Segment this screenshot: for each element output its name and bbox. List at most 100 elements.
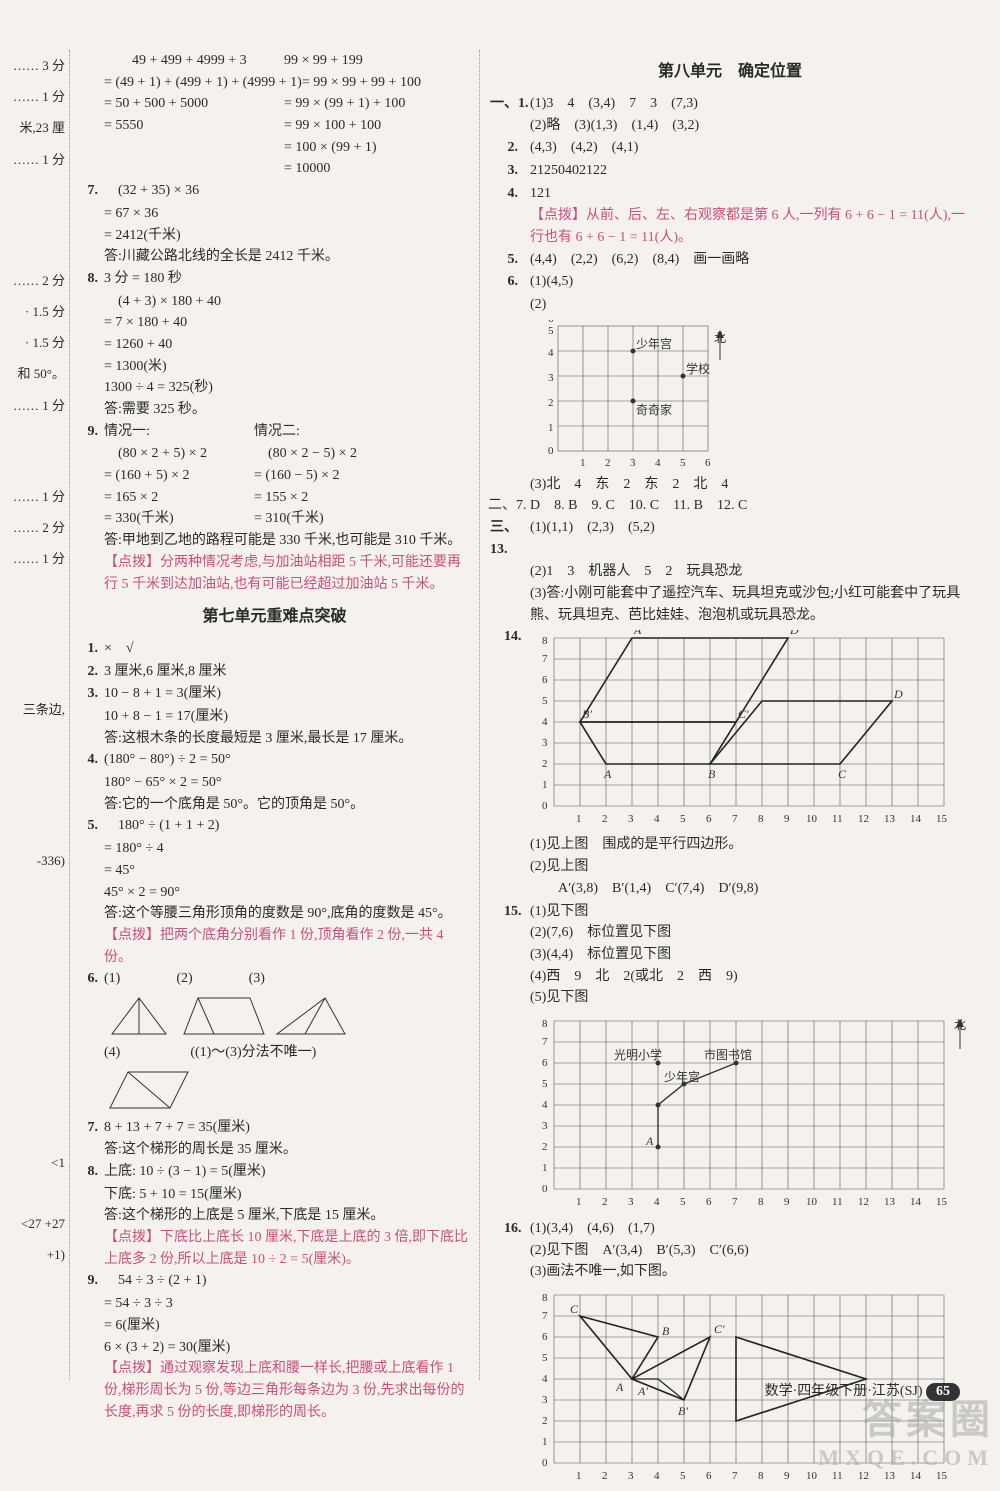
- svg-text:9: 9: [784, 813, 790, 825]
- svg-text:6: 6: [706, 1196, 712, 1208]
- svg-text:2: 2: [602, 813, 608, 825]
- snip-line: -336): [0, 845, 65, 876]
- svg-text:11: 11: [832, 813, 843, 825]
- svg-text:2: 2: [602, 1196, 608, 1208]
- svg-text:2: 2: [548, 397, 554, 409]
- svg-text:5: 5: [548, 325, 554, 337]
- eq: 49 + 499 + 4999 + 3: [104, 50, 284, 72]
- hint-text: 【点拨】分两种情况考虑,与加油站相距 5 千米,可能还要再行 5 千米到达加油站…: [78, 552, 471, 595]
- svg-text:3: 3: [628, 813, 634, 825]
- snip-line: · 1.5 分: [0, 296, 65, 327]
- svg-text:0: 0: [542, 1457, 548, 1469]
- grid-chart-q14: B′ A′ C′ D′ A B C D 012345678 1234567891…: [530, 630, 950, 830]
- item-number: 3.: [78, 683, 104, 705]
- svg-text:8: 8: [758, 813, 764, 825]
- svg-text:A′: A′: [633, 630, 644, 637]
- svg-text:2: 2: [602, 1470, 608, 1482]
- triangle-diagram-2: [178, 994, 268, 1038]
- unit7-title: 第七单元重难点突破: [78, 605, 471, 630]
- item-number: 4.: [78, 749, 104, 771]
- svg-text:4: 4: [542, 1099, 548, 1111]
- prev-page-snippet: …… 3 分 …… 1 分 米,23 厘 …… 1 分 …… 2 分 · 1.5…: [0, 50, 70, 1380]
- svg-text:0: 0: [542, 1183, 548, 1195]
- svg-text:3: 3: [542, 737, 548, 749]
- section-number: 一、1.: [488, 93, 530, 115]
- svg-text:1: 1: [576, 813, 582, 825]
- svg-text:11: 11: [832, 1470, 843, 1482]
- svg-text:5: 5: [542, 1078, 548, 1090]
- svg-text:3: 3: [548, 372, 554, 384]
- svg-text:0: 0: [548, 445, 554, 457]
- svg-text:B′: B′: [582, 707, 592, 721]
- svg-text:2: 2: [605, 457, 611, 469]
- svg-text:3: 3: [542, 1394, 548, 1406]
- svg-text:2: 2: [542, 1415, 548, 1427]
- svg-text:4: 4: [654, 1196, 660, 1208]
- svg-text:B: B: [708, 767, 716, 781]
- hint-text: 【点拨】从前、后、左、右观察都是第 6 人,一列有 6 + 6 − 1 = 11…: [488, 205, 972, 248]
- svg-text:A: A: [615, 1380, 624, 1394]
- svg-text:6: 6: [705, 457, 711, 469]
- svg-text:3: 3: [628, 1470, 634, 1482]
- svg-text:15: 15: [936, 1470, 948, 1482]
- item-number: 7.: [78, 1117, 104, 1139]
- item-number: 2.: [78, 661, 104, 683]
- svg-text:7: 7: [542, 1036, 548, 1048]
- svg-text:4: 4: [542, 716, 548, 728]
- svg-text:12: 12: [858, 1470, 869, 1482]
- grid-chart-q6: 少年宫 学校 奇奇家 北 0123456 123456: [530, 320, 730, 470]
- snip-line: 米,23 厘: [0, 112, 65, 143]
- svg-text:3: 3: [630, 457, 636, 469]
- svg-text:5: 5: [680, 457, 686, 469]
- svg-text:15: 15: [936, 813, 948, 825]
- watermark: 答案圈 MXQE.COM: [818, 1387, 994, 1471]
- svg-text:4: 4: [654, 813, 660, 825]
- item-number: 9.: [78, 421, 104, 443]
- item-number: 2.: [488, 137, 530, 159]
- svg-text:10: 10: [806, 813, 818, 825]
- snip-line: …… 1 分: [0, 390, 65, 421]
- svg-text:6: 6: [542, 1057, 548, 1069]
- svg-text:少年宫: 少年宫: [664, 1069, 700, 1084]
- unit8-title: 第八单元 确定位置: [488, 60, 972, 85]
- svg-text:11: 11: [832, 1196, 843, 1208]
- svg-text:9: 9: [784, 1470, 790, 1482]
- svg-text:C′: C′: [738, 707, 749, 721]
- svg-text:13: 13: [884, 1470, 896, 1482]
- svg-text:10: 10: [806, 1196, 818, 1208]
- section-number: 三、13.: [488, 517, 530, 560]
- svg-text:4: 4: [654, 1470, 660, 1482]
- svg-text:12: 12: [858, 813, 869, 825]
- svg-text:1: 1: [548, 422, 554, 434]
- item-number: 1.: [78, 638, 104, 660]
- svg-text:10: 10: [806, 1470, 818, 1482]
- item-number: 8.: [78, 1161, 104, 1183]
- column-left: 49 + 499 + 4999 + 399 × 99 + 199 = (49 +…: [70, 50, 480, 1380]
- svg-text:1: 1: [576, 1470, 582, 1482]
- svg-text:1: 1: [580, 457, 586, 469]
- item-number: 8.: [78, 268, 104, 290]
- svg-text:3: 3: [542, 1120, 548, 1132]
- svg-text:4: 4: [655, 457, 661, 469]
- svg-text:D′: D′: [789, 630, 802, 637]
- triangle-diagram-4: [104, 1068, 194, 1112]
- svg-text:13: 13: [884, 1196, 896, 1208]
- svg-text:6: 6: [548, 320, 554, 325]
- svg-text:市图书馆: 市图书馆: [704, 1047, 752, 1062]
- column-right: 第八单元 确定位置 一、1.(1)3 4 (3,4) 7 3 (7,3) (2)…: [480, 50, 980, 1380]
- item-number: 4.: [488, 183, 530, 205]
- hint-text: 【点拨】把两个底角分别看作 1 份,顶角看作 2 份,一共 4 份。: [78, 925, 471, 968]
- hint-text: 【点拨】通过观察发现上底和腰一样长,把腰或上底看作 1 份,梯形周长为 5 份,…: [78, 1358, 471, 1423]
- svg-text:4: 4: [548, 347, 554, 359]
- svg-text:14: 14: [910, 1196, 922, 1208]
- snip-line: …… 1 分: [0, 543, 65, 574]
- svg-text:5: 5: [542, 1352, 548, 1364]
- svg-text:1: 1: [542, 1162, 548, 1174]
- snip-line: 三条边,: [0, 694, 65, 725]
- svg-text:8: 8: [542, 1292, 548, 1304]
- item-number: 3.: [488, 160, 530, 182]
- item-number: 7.: [78, 180, 104, 202]
- svg-text:8: 8: [758, 1470, 764, 1482]
- svg-text:1: 1: [576, 1196, 582, 1208]
- snip-line: <1: [0, 1147, 65, 1178]
